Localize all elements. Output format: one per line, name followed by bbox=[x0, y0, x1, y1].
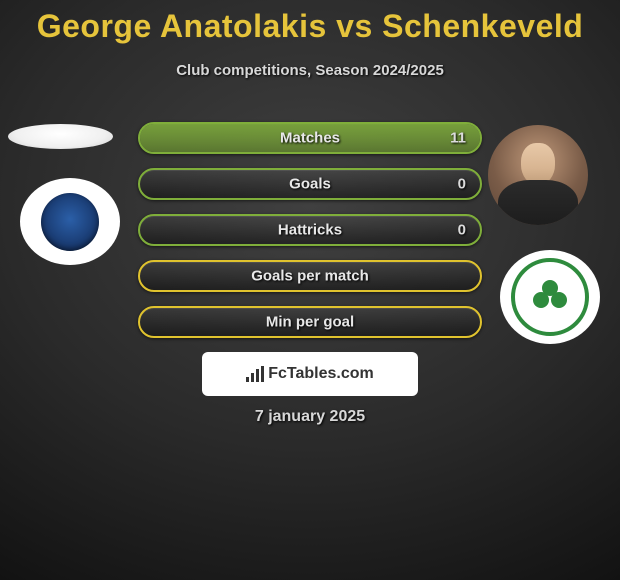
stat-value: 0 bbox=[458, 222, 466, 239]
stat-label: Min per goal bbox=[140, 314, 480, 331]
stat-row: Goals per match bbox=[138, 260, 482, 292]
stat-row: Hattricks0 bbox=[138, 214, 482, 246]
stat-row: Goals0 bbox=[138, 168, 482, 200]
club-left-badge bbox=[20, 178, 120, 265]
stat-label: Hattricks bbox=[140, 222, 480, 239]
subtitle: Club competitions, Season 2024/2025 bbox=[0, 62, 620, 79]
stat-value: 0 bbox=[458, 176, 466, 193]
page-title: George Anatolakis vs Schenkeveld bbox=[0, 8, 620, 45]
stat-label: Goals per match bbox=[140, 268, 480, 285]
stat-label: Goals bbox=[140, 176, 480, 193]
shamrock-icon bbox=[535, 282, 565, 312]
club-right-badge bbox=[500, 250, 600, 344]
stat-label: Matches bbox=[140, 130, 480, 147]
brand-box[interactable]: FcTables.com bbox=[202, 352, 418, 396]
player-right-photo bbox=[488, 125, 588, 225]
bar-chart-icon bbox=[246, 366, 264, 382]
club-left-badge-inner bbox=[41, 193, 99, 251]
club-right-badge-ring bbox=[511, 258, 589, 336]
stat-row: Min per goal bbox=[138, 306, 482, 338]
player-left-placeholder bbox=[8, 124, 113, 149]
stat-row: Matches11 bbox=[138, 122, 482, 154]
brand-label: FcTables.com bbox=[268, 365, 374, 383]
footer-date: 7 january 2025 bbox=[0, 408, 620, 426]
stats-container: Matches11Goals0Hattricks0Goals per match… bbox=[138, 122, 482, 352]
stat-value: 11 bbox=[450, 130, 466, 147]
